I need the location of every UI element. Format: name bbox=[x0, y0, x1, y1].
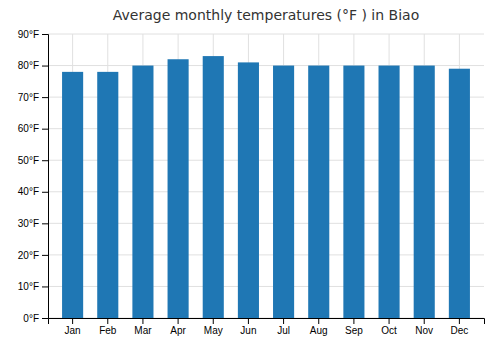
x-tick: Dec bbox=[450, 318, 468, 336]
y-tick-label: 70°F bbox=[18, 92, 39, 103]
bar bbox=[379, 66, 400, 318]
y-tick-label: 60°F bbox=[18, 123, 39, 134]
bar bbox=[343, 66, 364, 318]
bar bbox=[203, 56, 224, 318]
y-tick-label: 20°F bbox=[18, 250, 39, 261]
bar bbox=[273, 66, 294, 318]
y-tick-label: 30°F bbox=[18, 218, 39, 229]
x-tick: Apr bbox=[170, 318, 186, 336]
x-tick-mark bbox=[283, 318, 284, 324]
y-tick: 10°F bbox=[18, 281, 48, 292]
y-tick: 70°F bbox=[18, 92, 48, 103]
x-axis-line bbox=[49, 319, 485, 325]
y-axis-line bbox=[42, 35, 49, 319]
y-tick-mark bbox=[42, 192, 48, 193]
x-tick-label: Jun bbox=[240, 325, 256, 336]
x-tick-label: Sep bbox=[345, 325, 363, 336]
y-tick: 60°F bbox=[18, 123, 48, 134]
x-tick-mark bbox=[107, 318, 108, 324]
y-tick: 40°F bbox=[18, 186, 48, 197]
x-tick-mark bbox=[459, 318, 460, 324]
x-tick-label: Jan bbox=[65, 325, 81, 336]
x-tick: Jun bbox=[240, 318, 256, 336]
y-tick-mark bbox=[42, 223, 48, 224]
x-tick-mark bbox=[248, 318, 249, 324]
x-tick-label: Dec bbox=[450, 325, 468, 336]
plot-area bbox=[62, 56, 470, 318]
y-tick-mark bbox=[42, 66, 48, 67]
x-tick: Aug bbox=[310, 318, 328, 336]
chart-container: 0°F 10°F 20°F 30°F 40°F 50°F 60°F 70°F 80°F 90°F J… bbox=[0, 0, 500, 350]
title: Average monthly temperatures (°F ) in Bi… bbox=[113, 7, 419, 23]
y-tick-label: 50°F bbox=[18, 155, 39, 166]
y-tick-mark bbox=[42, 34, 48, 35]
x-tick: Jul bbox=[277, 318, 290, 336]
y-tick-label: 90°F bbox=[18, 29, 39, 40]
x-tick: Jan bbox=[65, 318, 81, 336]
y-tick-mark bbox=[42, 160, 48, 161]
y-tick: 20°F bbox=[18, 250, 48, 261]
y-tick: 50°F bbox=[18, 155, 48, 166]
bar bbox=[168, 59, 189, 318]
bar bbox=[414, 66, 435, 318]
grid bbox=[48, 34, 484, 318]
y-grid-line bbox=[48, 34, 484, 35]
y-tick-mark bbox=[42, 129, 48, 130]
x-tick-label: Feb bbox=[99, 325, 117, 336]
x-tick: Nov bbox=[415, 318, 433, 336]
x-tick: Feb bbox=[99, 318, 117, 336]
x-tick-label: Mar bbox=[134, 325, 152, 336]
x-tick-mark bbox=[178, 318, 179, 324]
x-tick-label: Aug bbox=[310, 325, 328, 336]
y-tick-mark bbox=[42, 318, 48, 319]
y-tick-label: 0°F bbox=[23, 313, 39, 324]
x-tick-label: Nov bbox=[415, 325, 433, 336]
bar bbox=[449, 69, 470, 318]
y-tick-mark bbox=[42, 286, 48, 287]
bar bbox=[97, 72, 118, 318]
y-tick: 90°F bbox=[18, 29, 48, 40]
x-axis: Jan Feb Mar Apr May Jun Jul Aug Sep Oct Nov Dec bbox=[49, 318, 485, 336]
chart-svg: 0°F 10°F 20°F 30°F 40°F 50°F 60°F 70°F 80°F 90°F J… bbox=[0, 0, 500, 350]
x-tick-label: Apr bbox=[170, 325, 186, 336]
x-tick-mark bbox=[142, 318, 143, 324]
x-tick-label: May bbox=[204, 325, 223, 336]
x-tick: Sep bbox=[345, 318, 363, 336]
y-tick-label: 10°F bbox=[18, 281, 39, 292]
x-tick-mark bbox=[353, 318, 354, 324]
x-tick-mark bbox=[213, 318, 214, 324]
x-tick-mark bbox=[389, 318, 390, 324]
y-tick: 80°F bbox=[18, 60, 48, 71]
y-axis: 0°F 10°F 20°F 30°F 40°F 50°F 60°F 70°F 80°F 90°F bbox=[18, 29, 49, 324]
x-tick-mark bbox=[424, 318, 425, 324]
x-tick: Oct bbox=[381, 318, 397, 336]
x-tick: May bbox=[204, 318, 223, 336]
y-tick-mark bbox=[42, 97, 48, 98]
y-tick-label: 40°F bbox=[18, 186, 39, 197]
x-tick-mark bbox=[318, 318, 319, 324]
y-tick: 0°F bbox=[23, 313, 48, 324]
bar bbox=[132, 66, 153, 318]
y-tick-label: 80°F bbox=[18, 60, 39, 71]
x-tick-mark bbox=[72, 318, 73, 324]
y-tick-mark bbox=[42, 255, 48, 256]
bar bbox=[308, 66, 329, 318]
bar bbox=[62, 72, 83, 318]
x-tick-label: Oct bbox=[381, 325, 397, 336]
x-tick: Mar bbox=[134, 318, 152, 336]
x-tick-label: Jul bbox=[277, 325, 290, 336]
y-tick: 30°F bbox=[18, 218, 48, 229]
bar bbox=[238, 62, 259, 318]
